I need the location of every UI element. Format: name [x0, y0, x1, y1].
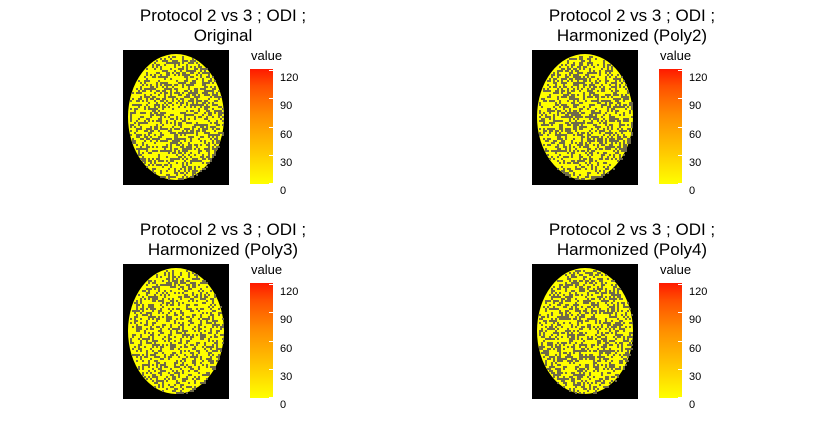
tick-label: 60: [280, 129, 293, 141]
color-legend: value 120 90 60 30 0: [659, 262, 729, 411]
tick-label: 0: [689, 185, 696, 197]
colorbar: [659, 283, 682, 398]
tick-label: 30: [689, 157, 702, 169]
title-line2: Original: [193, 26, 253, 45]
colorbar: [250, 283, 273, 398]
title-line1: Protocol 2 vs 3 ; ODI ;: [548, 6, 716, 25]
legend-title: value: [660, 48, 692, 63]
title-line1: Protocol 2 vs 3 ; ODI ;: [139, 220, 307, 239]
color-legend: value 120 90 60 30 0: [250, 48, 320, 197]
voxel-noise: [539, 56, 633, 180]
legend-title: value: [251, 48, 283, 63]
panel-title: Protocol 2 vs 3 ; ODI ; Harmonized (Poly…: [532, 6, 732, 46]
title-line1: Protocol 2 vs 3 ; ODI ;: [548, 220, 716, 239]
tick-label: 120: [280, 286, 299, 298]
title-line2: Harmonized (Poly3): [147, 240, 299, 259]
brain-map: [532, 50, 638, 185]
panel-poly4: Protocol 2 vs 3 ; ODI ; Harmonized (Poly…: [532, 220, 772, 420]
tick-label: 120: [280, 72, 299, 84]
color-legend: value 120 90 60 30 0: [250, 262, 320, 411]
panel-poly2: Protocol 2 vs 3 ; ODI ; Harmonized (Poly…: [532, 6, 772, 206]
voxel-noise: [130, 56, 224, 180]
panel-poly3: Protocol 2 vs 3 ; ODI ; Harmonized (Poly…: [123, 220, 363, 420]
tick-label: 30: [280, 371, 293, 383]
voxel-noise: [539, 270, 633, 394]
title-line2: Harmonized (Poly2): [556, 26, 708, 45]
color-legend: value 120 90 60 30 0: [659, 48, 729, 197]
colorbar: [659, 69, 682, 184]
panel-title: Protocol 2 vs 3 ; ODI ; Harmonized (Poly…: [532, 220, 732, 260]
title-line2: Harmonized (Poly4): [556, 240, 708, 259]
brain-map: [123, 264, 229, 399]
tick-label: 0: [280, 399, 287, 411]
tick-label: 120: [689, 286, 708, 298]
tick-label: 60: [689, 129, 702, 141]
tick-label: 90: [280, 314, 293, 326]
tick-label: 60: [280, 343, 293, 355]
legend-title: value: [251, 262, 283, 277]
colorbar: [250, 69, 273, 184]
panel-title: Protocol 2 vs 3 ; ODI ; Original: [123, 6, 323, 46]
tick-label: 0: [280, 185, 287, 197]
tick-label: 120: [689, 72, 708, 84]
tick-label: 90: [689, 100, 702, 112]
panel-title: Protocol 2 vs 3 ; ODI ; Harmonized (Poly…: [123, 220, 323, 260]
tick-label: 30: [689, 371, 702, 383]
brain-map: [123, 50, 229, 185]
voxel-noise: [130, 270, 224, 394]
tick-label: 90: [280, 100, 293, 112]
title-line1: Protocol 2 vs 3 ; ODI ;: [139, 6, 307, 25]
legend-title: value: [660, 262, 692, 277]
tick-label: 0: [689, 399, 696, 411]
tick-label: 60: [689, 343, 702, 355]
tick-label: 30: [280, 157, 293, 169]
tick-label: 90: [689, 314, 702, 326]
brain-map: [532, 264, 638, 399]
panel-original: Protocol 2 vs 3 ; ODI ; Original value 1…: [123, 6, 363, 206]
